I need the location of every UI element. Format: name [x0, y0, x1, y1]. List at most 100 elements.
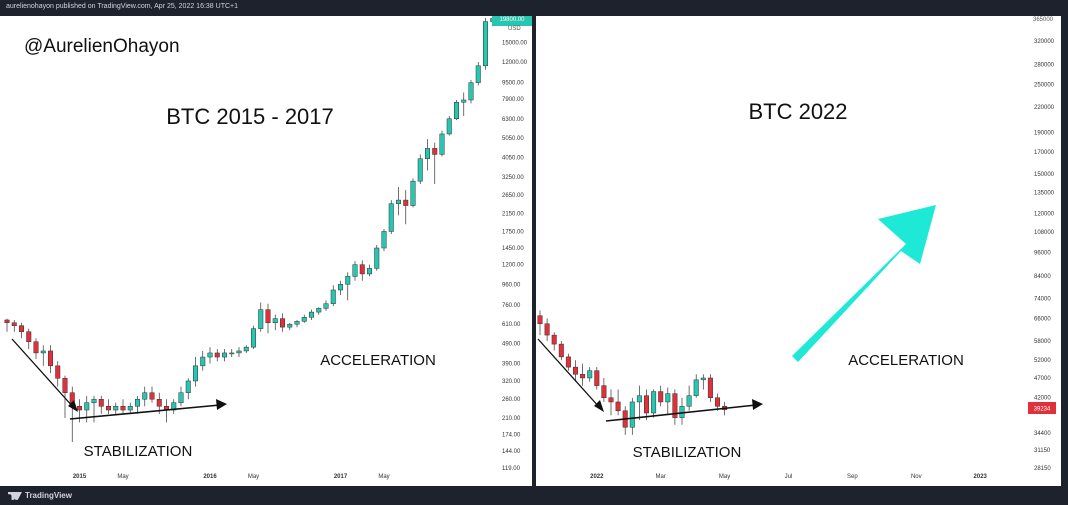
candle — [587, 367, 593, 382]
right-date-axis: 2022 Mar May Jul Sep Nov 2023 — [590, 474, 987, 480]
left-date-axis: 2015 May 2016 May 2017 May — [73, 474, 390, 480]
candle — [636, 385, 642, 420]
price-tick-label: 190000 — [1034, 131, 1055, 137]
candle — [149, 386, 155, 403]
candle — [551, 332, 557, 351]
price-tick-label: 12000.00 — [502, 60, 528, 66]
candle — [214, 349, 220, 362]
date-tick-label: May — [719, 474, 730, 480]
candle — [707, 374, 713, 402]
candle — [461, 92, 467, 117]
candle — [629, 397, 635, 435]
date-tick-label: Nov — [911, 474, 922, 480]
candle — [33, 338, 39, 360]
tradingview-logo[interactable]: TradingView — [8, 491, 72, 500]
price-tick-label: 34400 — [1034, 431, 1051, 437]
footer-bar: TradingView — [0, 486, 1068, 505]
candle — [243, 345, 249, 353]
stabilization-trendline-left — [69, 399, 227, 420]
price-tick-label: 260.00 — [502, 397, 521, 403]
candle — [19, 322, 24, 339]
price-tick-label: 74000 — [1034, 296, 1051, 302]
candle — [258, 302, 264, 332]
chart-panel-left[interactable]: 15000.00 12000.00 9500.00 7900.00 6300.00 505… — [0, 16, 532, 486]
candle — [374, 245, 380, 271]
publish-text: aurelienohayon published on TradingView.… — [6, 3, 239, 10]
candle — [665, 387, 671, 416]
price-tick-label: 84000 — [1034, 274, 1051, 280]
candle — [207, 347, 213, 364]
date-tick-label: May — [248, 474, 259, 480]
candle — [425, 139, 430, 171]
candle — [396, 187, 401, 216]
candle — [280, 313, 285, 332]
date-tick-label: Mar — [656, 474, 666, 480]
candle — [294, 319, 300, 328]
price-tick-label: 28150 — [1034, 466, 1051, 472]
candle — [338, 280, 343, 296]
candle — [135, 395, 140, 414]
candle — [679, 397, 685, 425]
candle — [4, 318, 10, 332]
stabilization-trendline-right — [605, 399, 763, 422]
price-tick-label: 3250.00 — [502, 175, 524, 181]
price-tick-label: 9500.00 — [502, 81, 524, 87]
candle — [475, 62, 481, 86]
projection-arrow — [792, 205, 936, 362]
price-tick-label: 1750.00 — [502, 229, 524, 235]
chart-panel-right[interactable]: 320000 280000 250000 220000 190000 170000 1500… — [536, 16, 1061, 486]
candle — [330, 285, 336, 307]
candle — [381, 228, 387, 252]
candle — [439, 130, 445, 157]
price-tick-label: 170000 — [1034, 150, 1055, 156]
candle — [91, 395, 97, 423]
candle — [558, 341, 564, 361]
publish-header: aurelienohayon published on TradingView.… — [0, 0, 1068, 16]
price-tick-label: 5050.00 — [502, 136, 524, 142]
price-tick-label: 960.00 — [502, 282, 521, 288]
chart-title-left: BTC 2015 - 2017 — [166, 104, 334, 129]
price-tick-label: 250000 — [1034, 82, 1055, 88]
candle — [11, 319, 17, 332]
price-tick-label: 42000 — [1034, 396, 1051, 402]
price-tick-label: 15000.00 — [502, 40, 528, 46]
candle — [651, 389, 657, 418]
candle — [658, 385, 664, 407]
candle — [410, 178, 416, 208]
candle — [301, 314, 307, 323]
price-tick-label: 280000 — [1034, 63, 1055, 69]
candle — [120, 399, 126, 414]
price-tick-label: 1450.00 — [502, 246, 524, 252]
candle — [601, 377, 607, 402]
date-tick-label: 2017 — [334, 474, 348, 480]
price-tick-label: 760.00 — [502, 303, 521, 309]
candle — [316, 307, 322, 315]
date-tick-label: 2016 — [203, 474, 217, 480]
candle — [644, 389, 649, 420]
price-tick-label: 96000 — [1034, 251, 1051, 257]
price-tick-label: 119.00 — [502, 466, 521, 472]
date-tick-label: May — [378, 474, 389, 480]
candle — [417, 154, 423, 185]
candle — [309, 309, 314, 320]
candle — [142, 386, 148, 407]
price-tick-label: 2150.00 — [502, 211, 524, 217]
candle — [686, 385, 692, 411]
candle — [608, 389, 614, 416]
candle — [236, 347, 242, 358]
candle — [287, 322, 293, 331]
candle — [193, 357, 198, 387]
currency-label: USD — [508, 26, 521, 32]
candle — [323, 300, 329, 311]
candle — [432, 142, 438, 185]
price-tick-label: 210.00 — [502, 416, 521, 422]
price-tick-label: 108000 — [1034, 230, 1055, 236]
price-tick-label: 320000 — [1034, 39, 1055, 45]
right-candles — [537, 310, 728, 435]
date-tick-label: May — [117, 474, 128, 480]
price-tick-label: 150000 — [1034, 172, 1055, 178]
acceleration-label-left: ACCELERATION — [320, 352, 436, 369]
price-tick-label: 610.00 — [502, 322, 521, 328]
candle — [127, 402, 133, 414]
price-tick-label: 120000 — [1034, 211, 1055, 217]
